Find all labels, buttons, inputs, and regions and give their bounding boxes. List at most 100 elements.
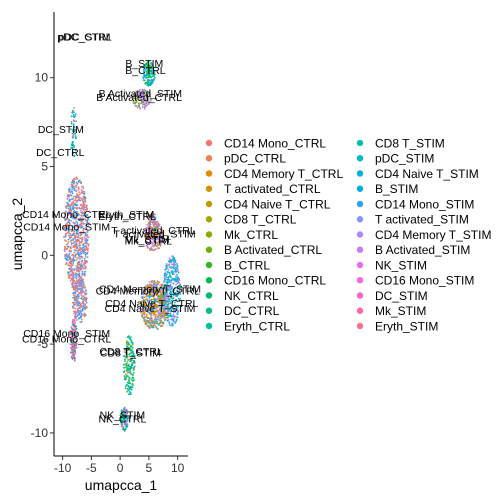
point-0-873 (70, 264, 73, 267)
point-0-595 (73, 203, 76, 205)
legend-key-18 (356, 216, 364, 223)
point-0-590 (73, 210, 76, 213)
point-10-145 (126, 361, 129, 363)
y-tick-label-4: 10 (35, 71, 49, 85)
point-10-188 (131, 342, 134, 345)
point-3-49 (73, 154, 76, 157)
point-7-265 (176, 277, 179, 280)
point-3-50 (75, 129, 77, 132)
point-10-42 (127, 335, 130, 337)
point-3-31 (73, 146, 75, 149)
point-6-297 (140, 311, 143, 314)
point-10-174 (131, 386, 134, 388)
point-1-116 (74, 303, 77, 306)
point-1-188 (78, 306, 81, 309)
point-4-128 (146, 80, 149, 82)
point-0-678 (75, 249, 77, 252)
point-10-196 (132, 369, 135, 371)
point-2-153 (73, 342, 76, 345)
point-0-804 (76, 193, 78, 196)
point-0-327 (76, 201, 78, 203)
legend-key-10 (205, 292, 213, 299)
point-7-281 (172, 315, 175, 317)
point-5-118 (143, 97, 145, 100)
point-0-484 (67, 241, 70, 244)
point-11-119 (121, 428, 124, 430)
point-0-558 (69, 212, 72, 214)
legend-label-10: NK_CTRL (224, 289, 279, 303)
point-4-118 (143, 79, 146, 82)
point-0-615 (70, 247, 73, 249)
point-0-820 (66, 256, 69, 259)
point-5-115 (148, 91, 150, 93)
point-6-423 (146, 324, 149, 327)
point-1-204 (80, 294, 83, 297)
point-0-605 (77, 256, 80, 259)
point-0-524 (77, 214, 80, 216)
point-0-842 (67, 234, 70, 237)
point-0-683 (87, 223, 90, 226)
point-0-326 (85, 260, 88, 262)
point-6-528 (159, 324, 162, 327)
point-0-506 (77, 196, 80, 199)
point-1-104 (73, 307, 75, 309)
point-2-113 (69, 333, 72, 336)
point-5-27 (135, 97, 138, 100)
point-1-180 (74, 310, 77, 313)
point-10-193 (127, 381, 130, 383)
point-0-341 (81, 270, 84, 273)
point-0-788 (83, 211, 86, 214)
point-4-138 (147, 83, 150, 86)
point-11-60 (125, 425, 127, 428)
legend-label-6: Mk_CTRL (224, 228, 278, 242)
point-1-112 (85, 289, 87, 292)
point-0-669 (80, 214, 83, 217)
legend-key-19 (356, 231, 364, 238)
point-5-67 (148, 101, 151, 104)
point-0-173 (71, 192, 74, 195)
point-0-797 (79, 233, 82, 236)
point-0-477 (75, 184, 77, 187)
legend-label-17: CD14 Mono_STIM (375, 197, 474, 211)
point-3-54 (74, 135, 77, 138)
point-0-425 (77, 199, 80, 201)
point-2-115 (74, 345, 77, 348)
point-3-56 (71, 140, 74, 143)
cluster-label-7: DC_CTRL (36, 147, 85, 159)
point-6-245 (141, 315, 144, 318)
point-9-69 (156, 221, 158, 224)
point-0-178 (67, 271, 70, 274)
point-0-642 (80, 226, 83, 229)
x-ticks: -10 -5 0 5 10 (54, 456, 185, 475)
point-0-371 (77, 268, 80, 270)
legend-label-9: CD16 Mono_CTRL (224, 274, 326, 288)
point-0-433 (82, 187, 85, 190)
point-1-201 (80, 304, 82, 307)
point-6-284 (150, 287, 153, 290)
point-1-169 (74, 291, 77, 293)
point-7-213 (176, 268, 179, 271)
point-0-149 (79, 258, 81, 260)
point-4-145 (150, 62, 153, 65)
legend-label-4: CD4 Naive T_CTRL (224, 197, 331, 211)
point-0-342 (82, 252, 85, 255)
point-5-18 (135, 99, 137, 101)
x-tick-label-1: -5 (86, 461, 97, 475)
point-5-87 (144, 98, 147, 100)
point-1-133 (79, 309, 82, 312)
legend-label-7: B Activated_CTRL (224, 243, 322, 257)
cluster-label-15: Mk_CTRL (125, 236, 172, 248)
point-3-5 (70, 128, 72, 131)
point-0-802 (71, 229, 73, 232)
point-0-756 (76, 244, 78, 247)
point-6-538 (153, 322, 156, 325)
point-0-596 (86, 256, 89, 259)
point-0-840 (84, 253, 87, 256)
point-4-131 (147, 66, 150, 68)
point-6-473 (161, 312, 163, 315)
point-1-121 (85, 292, 88, 295)
point-0-429 (78, 260, 81, 263)
point-2-146 (73, 357, 75, 359)
point-1-215 (75, 286, 78, 288)
point-0-864 (82, 200, 85, 203)
